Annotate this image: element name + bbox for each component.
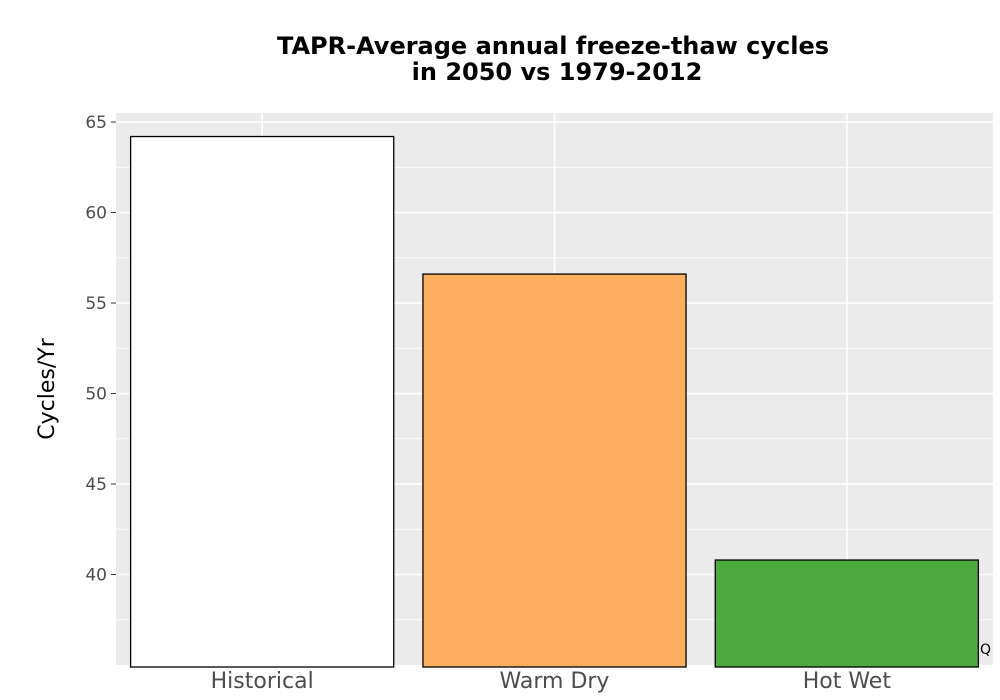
chart-title-line-2: in 2050 vs 1979-2012 <box>412 58 703 86</box>
bar-historical <box>129 135 395 668</box>
x-axis: Historical Warm Dry Hot Wet <box>211 669 892 694</box>
y-tick-label: 40 <box>85 566 107 586</box>
y-tick-label: 60 <box>85 204 107 224</box>
y-tick-label: 45 <box>85 475 107 495</box>
chart-title-line-1: TAPR-Average annual freeze-thaw cycles <box>277 32 829 60</box>
y-axis: 40 45 50 55 60 65 <box>85 113 116 586</box>
y-axis-title: Cycles/Yr <box>35 337 60 439</box>
y-tick-label: 55 <box>85 294 107 314</box>
x-tick-label: Hot Wet <box>803 669 892 694</box>
y-tick-label: 65 <box>85 113 107 133</box>
corner-mark: Q <box>980 642 991 658</box>
x-tick-label: Historical <box>211 669 314 694</box>
y-tick-label: 50 <box>85 385 107 405</box>
bars <box>129 135 980 668</box>
x-tick-label: Warm Dry <box>500 669 610 694</box>
bar-hot-wet <box>714 559 980 668</box>
bar-warm-dry <box>422 273 687 668</box>
